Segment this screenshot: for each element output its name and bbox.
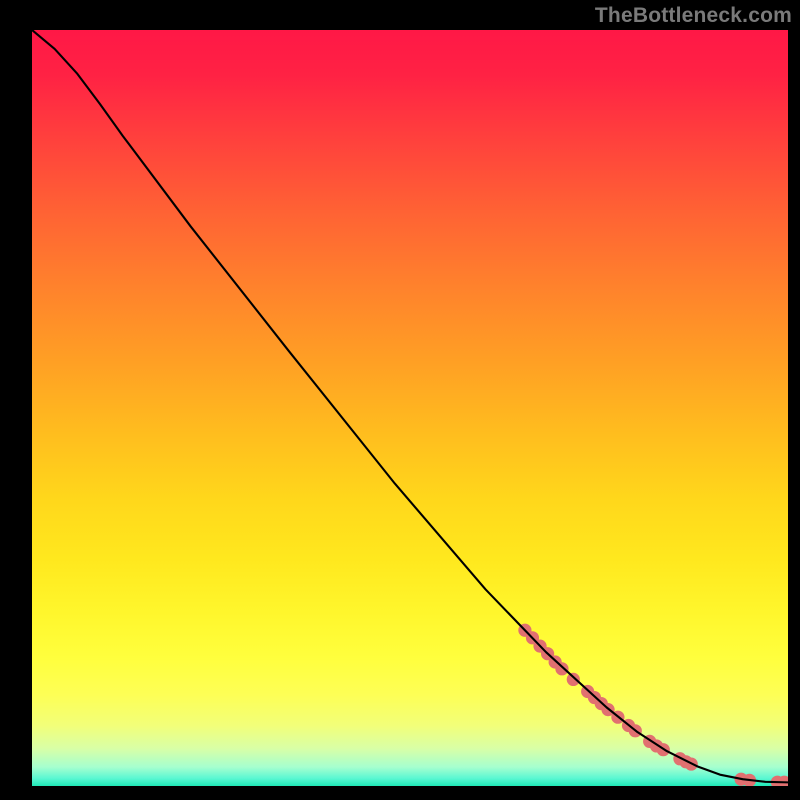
gradient-background — [32, 30, 788, 786]
plot-area — [32, 30, 788, 786]
attribution-text: TheBottleneck.com — [595, 4, 792, 28]
chart-stage: TheBottleneck.com — [0, 0, 800, 800]
marker-point — [555, 662, 568, 675]
marker-point — [567, 673, 580, 686]
